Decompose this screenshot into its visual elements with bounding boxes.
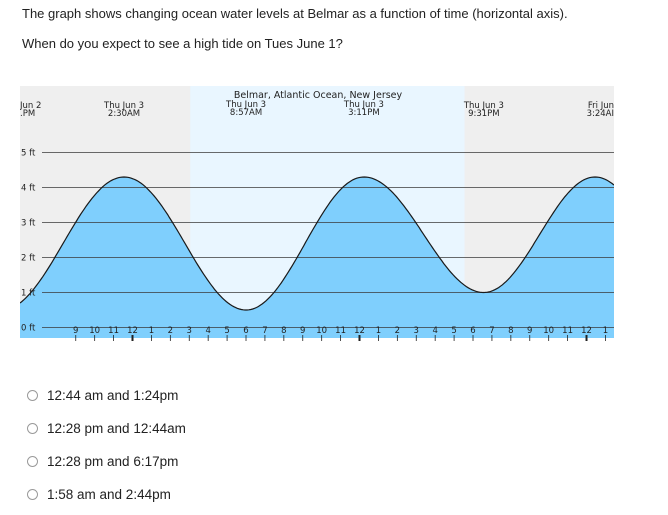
x-tick-label: 11 <box>108 326 119 336</box>
option-3[interactable]: 12:28 pm and 6:17pm <box>27 454 178 469</box>
x-tick-label: 3 <box>187 326 192 336</box>
x-tick-label: 1 <box>376 326 381 336</box>
tide-event-time: 3:11PM <box>348 108 380 118</box>
x-tick-label: 4 <box>205 326 210 336</box>
x-tick-label: 7 <box>262 326 267 336</box>
tide-event-time: .PM <box>20 109 35 119</box>
tide-event-date: Thu Jun 3 <box>225 100 266 110</box>
x-tick-label: 7 <box>489 326 494 336</box>
option-label: 12:28 pm and 6:17pm <box>47 454 179 469</box>
y-tick-label: 5 ft <box>21 149 36 159</box>
tide-event-date: Jun 2 <box>20 101 41 111</box>
question-text: The graph shows changing ocean water lev… <box>22 6 568 21</box>
y-tick-label: 1 ft <box>21 289 36 299</box>
radio-button[interactable] <box>27 456 38 467</box>
x-tick-label: 2 <box>168 326 173 336</box>
y-tick-label: 4 ft <box>21 184 36 194</box>
x-tick-label: 12 <box>127 326 138 336</box>
option-label: 12:44 am and 1:24pm <box>47 388 179 403</box>
x-tick-label: 4 <box>432 326 437 336</box>
x-tick-label: 5 <box>451 326 456 336</box>
x-tick-label: 12 <box>354 326 365 336</box>
option-4[interactable]: 1:58 am and 2:44pm <box>27 487 171 502</box>
tide-event-date: Thu Jun 3 <box>103 101 144 111</box>
x-tick-label: 8 <box>281 326 286 336</box>
x-tick-label: 6 <box>470 326 475 336</box>
y-tick-label: 2 ft <box>21 254 36 264</box>
x-tick-label: 6 <box>243 326 248 336</box>
radio-button[interactable] <box>27 423 38 434</box>
tide-curve <box>20 176 614 311</box>
radio-button[interactable] <box>27 390 38 401</box>
y-tick-label: 3 ft <box>21 219 36 229</box>
x-tick-label: 9 <box>527 326 532 336</box>
radio-button[interactable] <box>27 489 38 500</box>
tide-event-date: Thu Jun 3 <box>463 101 504 111</box>
x-tick-label: 12 <box>581 326 592 336</box>
x-tick-label: 11 <box>562 326 573 336</box>
option-label: 1:58 am and 2:44pm <box>47 487 171 502</box>
x-tick-label: 11 <box>335 326 346 336</box>
tide-event-time: 8:57AM <box>230 108 262 118</box>
x-tick-label: 10 <box>316 326 327 336</box>
tide-event-date: Fri Jun <box>588 101 614 111</box>
chart-title: Belmar, Atlantic Ocean, New Jersey <box>234 90 403 101</box>
tide-event-date: Thu Jun 3 <box>343 100 384 110</box>
option-1[interactable]: 12:44 am and 1:24pm <box>27 388 178 403</box>
x-tick-label: 9 <box>300 326 305 336</box>
option-2[interactable]: 12:28 pm and 12:44am <box>27 421 186 436</box>
tide-event-time: 3:24AI <box>587 109 614 119</box>
x-tick-label: 1 <box>603 326 608 336</box>
tide-event-time: 2:30AM <box>108 109 140 119</box>
y-tick-label: 0 ft <box>21 324 36 334</box>
x-tick-label: 9 <box>73 326 78 336</box>
option-label: 12:28 pm and 12:44am <box>47 421 186 436</box>
x-tick-label: 10 <box>543 326 554 336</box>
question-prompt: When do you expect to see a high tide on… <box>22 36 343 51</box>
x-tick-label: 1 <box>149 326 154 336</box>
x-tick-label: 3 <box>414 326 419 336</box>
x-tick-label: 2 <box>395 326 400 336</box>
tide-chart: 5 ft 4 ft 3 ft 2 ft 1 ft 0 ft Belmar, Atlantic… <box>20 86 614 341</box>
x-tick-label: 8 <box>508 326 513 336</box>
tide-event-time: 9:31PM <box>468 109 500 119</box>
x-tick-label: 10 <box>89 326 100 336</box>
x-tick-label: 5 <box>224 326 229 336</box>
